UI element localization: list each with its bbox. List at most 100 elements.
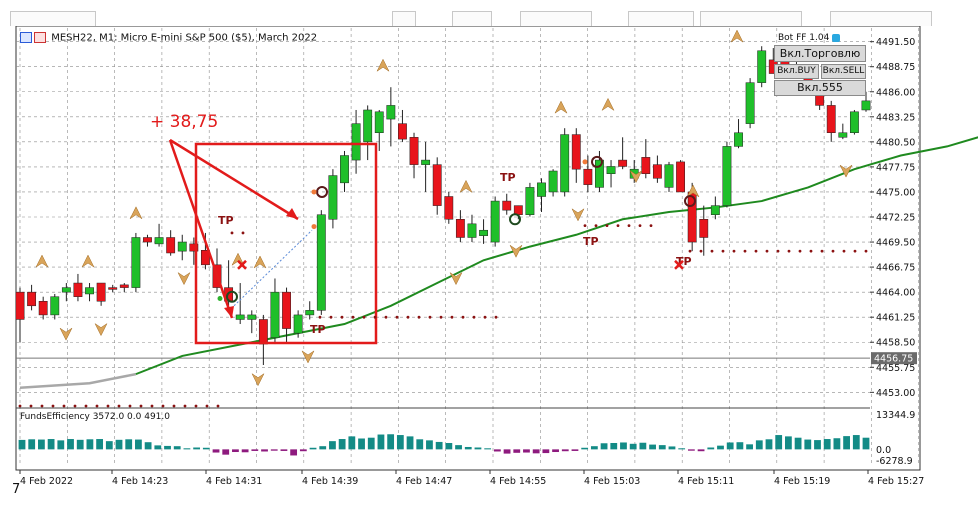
price-tick-label: 4477.75 (876, 162, 915, 173)
histogram-bar-positive (319, 446, 327, 450)
buy-signal-icon (35, 254, 49, 268)
time-tick-label: 4 Feb 14:31 (206, 476, 262, 486)
time-axis: 4 Feb 2022 4 Feb 14:23 4 Feb 14:31 4 Feb 14… (19, 470, 924, 486)
histogram-bar-negative (290, 449, 298, 456)
time-tick-label: 4 Feb 15:03 (584, 476, 640, 486)
tp-level-dot (710, 249, 714, 253)
position-marker-icon (684, 195, 696, 208)
tp-level-dot (765, 249, 769, 253)
tp-level-dot (172, 404, 176, 408)
histogram-bar-negative (532, 449, 540, 454)
sell-toggle-button[interactable]: Вкл.SELL (821, 64, 866, 79)
candle-bear (502, 200, 512, 211)
tp-label: TP (500, 171, 516, 184)
candle-bull (351, 123, 361, 161)
toolbar-tab[interactable] (520, 11, 592, 26)
tp-level-dot (649, 224, 653, 228)
bot-label: Bot FF 1.04 (778, 33, 830, 43)
histogram-bar-positive (775, 435, 783, 450)
tp-level-dot (51, 404, 55, 408)
histogram-bar-positive (396, 435, 404, 450)
price-tick-label: 4466.75 (876, 263, 915, 274)
tp-level-dot (776, 249, 780, 253)
candle-bull (50, 296, 60, 316)
current-price-box (871, 352, 917, 365)
histogram-bar-positive (581, 447, 589, 450)
histogram-bar-positive (105, 441, 113, 450)
position-marker-icon (591, 155, 603, 168)
price-tick-label: 4486.00 (876, 87, 915, 98)
histogram-bar-positive (387, 434, 395, 450)
toolbar-tab[interactable] (10, 11, 96, 26)
candle-bull (363, 109, 373, 143)
candle-bull (664, 164, 674, 188)
mode-toggle-button[interactable]: Вкл.555 (774, 80, 866, 96)
price-tick-label: 4472.25 (876, 213, 915, 224)
histogram-bar-negative (212, 449, 220, 453)
figure-label: 7 (12, 482, 21, 497)
histogram-bar-positive (804, 439, 812, 450)
tp-level-dot (809, 249, 813, 253)
candle-bull (861, 100, 871, 111)
tp-label: TP (310, 323, 326, 336)
signal-dot (582, 159, 588, 165)
candle-bull (421, 159, 431, 165)
histogram-bar-positive (86, 439, 94, 450)
histogram-bar-positive (135, 439, 142, 450)
candle-bull (61, 287, 71, 293)
tp-level-dot (161, 404, 165, 408)
candle-bear (444, 196, 454, 220)
candle-bull (606, 166, 616, 174)
trade-toggle-button[interactable]: Вкл.Торговлю (774, 45, 866, 62)
histogram-bar-positive (590, 446, 598, 450)
tp-level-dot (230, 231, 234, 235)
candle-bull (595, 159, 604, 188)
histogram-bar-positive (367, 437, 375, 450)
histogram-bar-negative (270, 449, 278, 451)
candle-bull (525, 187, 535, 215)
candle-bear (73, 282, 83, 297)
tp-level-dot (864, 249, 868, 253)
tp-level-dot (787, 249, 791, 253)
time-tick-label: 4 Feb 14:55 (490, 476, 546, 486)
candle-bull (537, 182, 546, 197)
entry-dot (217, 296, 223, 302)
histogram-bar-positive (736, 442, 744, 450)
tp-level-dot (117, 404, 121, 408)
candle-bull (560, 134, 570, 193)
tp-level-dot (373, 315, 377, 319)
histogram-bar-positive (338, 439, 346, 450)
candle-bear (166, 237, 176, 254)
toolbar-tab[interactable] (452, 11, 492, 26)
toolbar-tab[interactable] (830, 11, 932, 26)
histogram-bar-positive (746, 444, 753, 450)
bot-header: Bot FF 1.04 (778, 33, 841, 43)
histogram-bar-positive (96, 439, 104, 450)
buy-signal-icon (686, 184, 700, 198)
histogram-bar-positive (358, 438, 365, 450)
histogram-bar-negative (697, 449, 705, 452)
sell-signal-icon (571, 208, 585, 222)
candle-bull (154, 237, 164, 245)
buy-toggle-button[interactable]: Вкл.BUY (774, 64, 819, 79)
histogram-bar-negative (280, 449, 288, 451)
current-price-label: 4456.75 (874, 354, 913, 365)
tp-level-dot (428, 315, 432, 319)
histogram-bar-positive (406, 436, 414, 450)
histogram-bar-positive (193, 447, 201, 450)
histogram-bar-positive (717, 445, 724, 450)
arrow-line (169, 138, 299, 221)
tp-level-dot (106, 404, 110, 408)
toolbar-tab[interactable] (700, 11, 802, 26)
tp-level-dot (351, 315, 355, 319)
histogram-bar-positive (784, 436, 792, 450)
indicator-axis-label: 0.0 (876, 445, 891, 456)
candle-bear (108, 287, 118, 290)
histogram-bar-positive (67, 439, 74, 450)
toolbar-tab[interactable] (392, 11, 416, 26)
tp-level-dot (84, 404, 88, 408)
toolbar-tab[interactable] (628, 11, 694, 26)
tp-level-dot (29, 404, 33, 408)
candle-bull (328, 175, 338, 220)
